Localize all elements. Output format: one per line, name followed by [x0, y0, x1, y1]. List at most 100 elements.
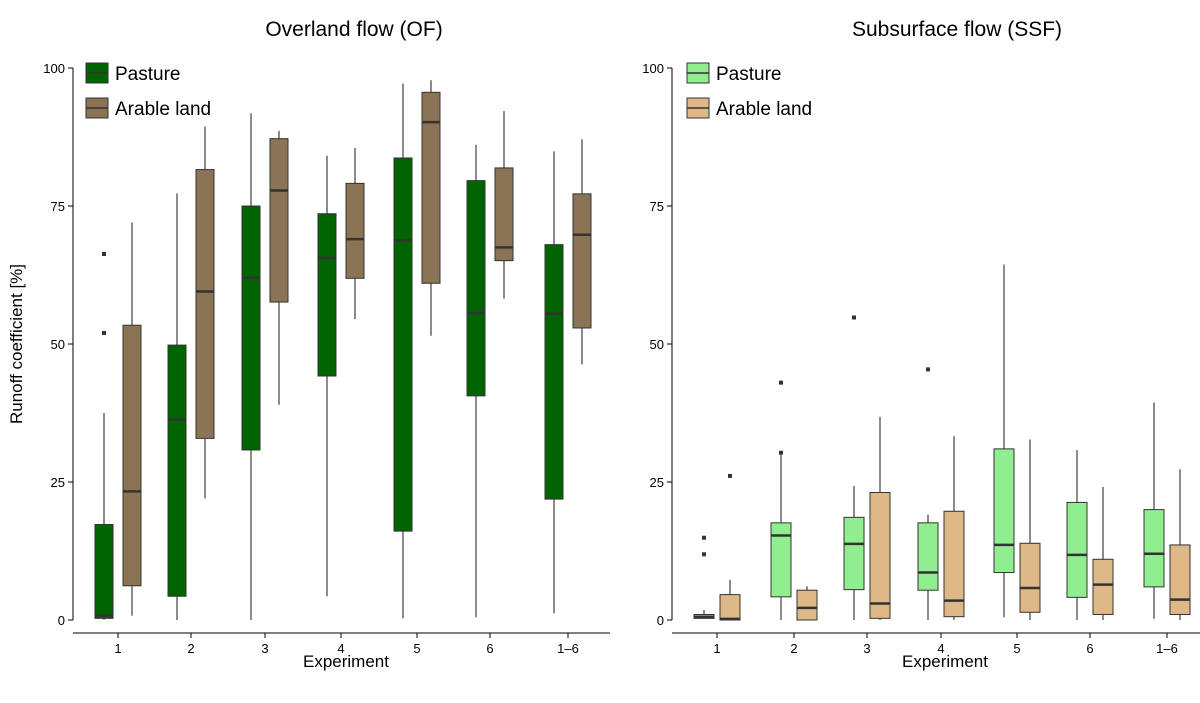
box-pasture: [1066, 449, 1088, 620]
box-pasture: [393, 83, 413, 619]
x-tick-label: 1–6: [1156, 641, 1178, 656]
x-tick-label: 2: [187, 641, 194, 656]
panel-title: Subsurface flow (SSF): [852, 18, 1062, 41]
y-tick-label: 0: [657, 613, 664, 628]
legend: Pasture Arable land: [85, 62, 211, 120]
box-body: [241, 205, 261, 451]
box-body: [195, 169, 215, 439]
box-body: [1092, 558, 1114, 615]
box-body: [917, 522, 939, 591]
box-body: [544, 244, 564, 500]
box-pasture: [993, 264, 1015, 618]
y-tick-label: 25: [650, 475, 664, 490]
box-body: [1143, 509, 1165, 588]
outlier-point: [728, 473, 732, 478]
box-body: [167, 344, 187, 597]
box-body: [1169, 544, 1191, 615]
outlier-point: [702, 552, 706, 557]
outlier-point: [779, 450, 783, 455]
box-body: [269, 138, 289, 303]
y-tick-label: 50: [650, 337, 664, 352]
x-tick-label: 3: [261, 641, 268, 656]
box-arable-land: [943, 436, 965, 620]
box-pasture: [1143, 402, 1165, 619]
box-body: [1066, 501, 1088, 598]
box-body: [393, 157, 413, 532]
box-body: [421, 91, 441, 284]
box-body: [466, 180, 486, 397]
legend-label-pasture: Pasture: [716, 64, 781, 85]
x-tick-label: 3: [863, 641, 870, 656]
x-tick-label: 4: [337, 641, 344, 656]
box-arable-land: [796, 586, 818, 621]
box-body: [993, 448, 1015, 574]
box-pasture: [544, 151, 564, 614]
box-body: [345, 182, 365, 279]
panel-subsurface-flow: Subsurface flow (SSF) Experiment 0255075…: [642, 18, 1200, 671]
x-axis: 1 2 3 4 5 6 1–6: [672, 632, 1200, 656]
outlier-point: [102, 330, 106, 335]
y-axis: 0 25 50 75 100: [642, 61, 673, 628]
box-body: [317, 213, 337, 377]
box-body: [869, 491, 891, 619]
box-pasture: [241, 113, 261, 620]
legend-item-arable-land: Arable land: [686, 97, 812, 120]
x-axis-label: Experiment: [902, 652, 988, 671]
box-arable-land: [1019, 439, 1041, 620]
box-pasture: [843, 315, 865, 620]
outlier-point: [852, 315, 856, 320]
y-axis-label: Runoff coefficient [%]: [7, 264, 26, 424]
x-tick-label: 6: [1086, 641, 1093, 656]
x-axis-label: Experiment: [303, 652, 389, 671]
box-body: [122, 324, 142, 587]
box-body: [843, 516, 865, 591]
box-body: [94, 524, 114, 619]
box-arable-land: [345, 148, 365, 320]
box-arable-land: [269, 130, 289, 405]
y-tick-label: 100: [642, 61, 664, 76]
legend-label-arable-land: Arable land: [115, 99, 211, 120]
box-pasture: [167, 193, 187, 620]
box-body: [719, 594, 741, 621]
y-axis: 0 25 50 75 100: [43, 61, 74, 628]
outlier-point: [702, 535, 706, 540]
box-arable-land: [572, 139, 592, 365]
panel-title: Overland flow (OF): [265, 18, 442, 41]
box-arable-land: [494, 111, 514, 299]
x-tick-label: 5: [1013, 641, 1020, 656]
box-pasture: [466, 144, 486, 618]
box-arable-land: [719, 473, 741, 621]
x-tick-label: 1: [713, 641, 720, 656]
box-body: [770, 522, 792, 598]
y-tick-label: 50: [51, 337, 65, 352]
y-tick-label: 75: [650, 199, 664, 214]
legend-label-pasture: Pasture: [115, 64, 180, 85]
box-arable-land: [1092, 486, 1114, 620]
x-axis: 1 2 3 4 5 6 1–6: [73, 632, 610, 656]
y-tick-label: 75: [51, 199, 65, 214]
box-body: [796, 589, 818, 621]
legend: Pasture Arable land: [686, 62, 812, 120]
x-tick-label: 2: [790, 641, 797, 656]
box-plots: [94, 80, 592, 620]
box-pasture: [94, 252, 114, 620]
box-body: [494, 167, 514, 262]
legend-label-arable-land: Arable land: [716, 99, 812, 120]
outlier-point: [102, 252, 106, 257]
legend-item-arable-land: Arable land: [85, 97, 211, 120]
box-body: [943, 510, 965, 618]
box-pasture: [770, 380, 792, 620]
y-tick-label: 25: [51, 475, 65, 490]
box-body: [1019, 542, 1041, 613]
box-arable-land: [421, 80, 441, 336]
box-arable-land: [1169, 469, 1191, 620]
box-pasture: [917, 367, 939, 620]
legend-item-pasture: Pasture: [686, 62, 781, 85]
x-tick-label: 6: [486, 641, 493, 656]
y-tick-label: 100: [43, 61, 65, 76]
x-tick-label: 1: [114, 641, 121, 656]
box-plots: [693, 264, 1191, 621]
box-pasture: [693, 535, 715, 619]
legend-item-pasture: Pasture: [85, 62, 180, 85]
